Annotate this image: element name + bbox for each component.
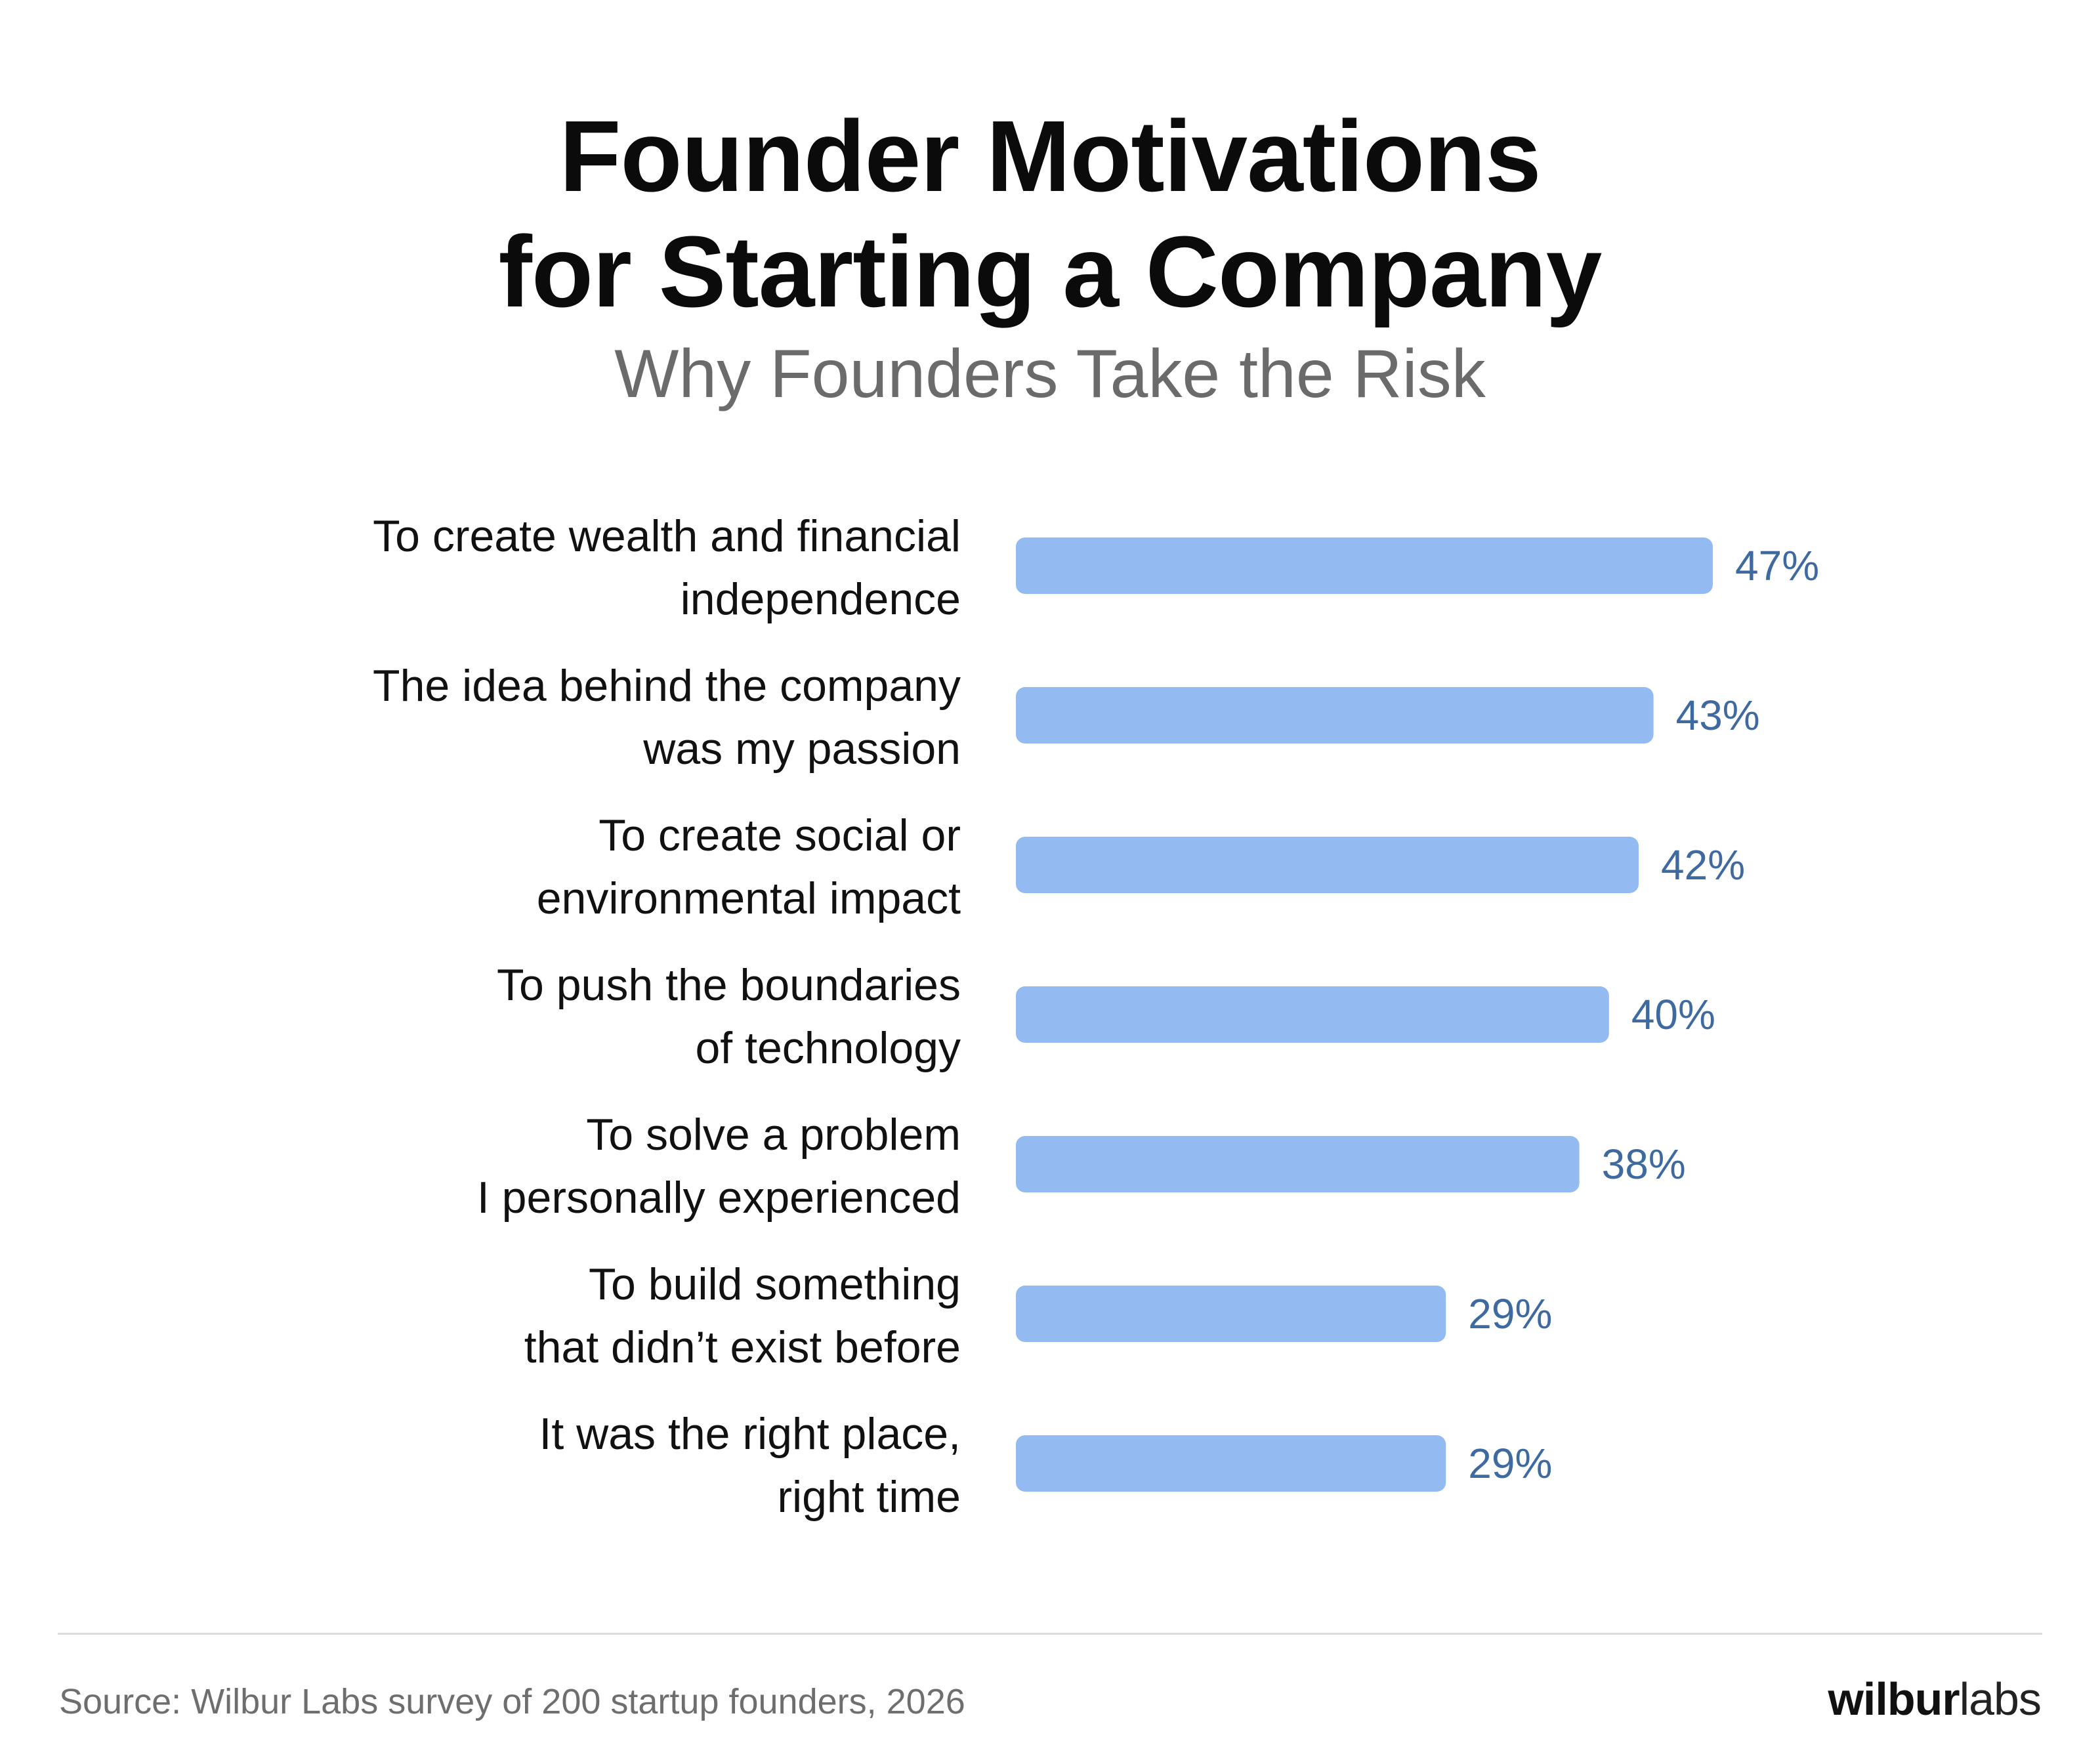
chart-subtitle: Why Founders Take the Risk (614, 336, 1486, 412)
category-label-0-line-1: To create wealth and financial (373, 511, 961, 561)
bar-0 (1016, 537, 1713, 594)
bar-4 (1016, 1136, 1580, 1192)
logo-wilbur: wilbur (1828, 1673, 1960, 1725)
category-label-2-line-1: To create social or (598, 810, 961, 860)
value-label-1: 43% (1676, 692, 1760, 739)
category-label-3-line-2: of technology (695, 1023, 961, 1073)
bar-1 (1016, 687, 1654, 744)
category-label-5-line-2: that didn’t exist before (524, 1322, 961, 1372)
logo-labs: labs (1959, 1673, 2042, 1725)
category-label-1-line-1: The idea behind the company (373, 661, 961, 711)
category-label-2-line-2: environmental impact (537, 873, 961, 923)
chart-title: Founder Motivations for Starting a Compa… (0, 98, 2100, 329)
footer-divider (58, 1633, 2042, 1635)
source-note: Source: Wilbur Labs survey of 200 startu… (59, 1682, 965, 1721)
category-label-6-line-2: right time (777, 1472, 961, 1522)
category-label-1-line-2: was my passion (642, 724, 961, 774)
value-label-2: 42% (1661, 841, 1745, 889)
value-label-0: 47% (1735, 542, 1819, 589)
value-label-6: 29% (1468, 1440, 1552, 1487)
category-label-3-line-1: To push the boundaries (497, 960, 961, 1010)
chart-title-line-2: for Starting a Company (498, 215, 1603, 328)
bar-6 (1016, 1435, 1446, 1492)
chart-title-line-1: Founder Motivations (559, 100, 1541, 213)
value-label-4: 38% (1602, 1141, 1686, 1188)
value-label-3: 40% (1631, 991, 1715, 1038)
category-label-6-line-1: It was the right place, (539, 1409, 961, 1459)
category-label-4-line-1: To solve a problem (586, 1110, 961, 1160)
bar-5 (1016, 1286, 1446, 1342)
category-label-4-line-2: I personally experienced (477, 1173, 961, 1223)
bar-2 (1016, 837, 1639, 893)
bar-3 (1016, 986, 1609, 1043)
value-label-5: 29% (1468, 1290, 1552, 1337)
category-label-5-line-1: To build something (589, 1259, 961, 1309)
wilburlabs-logo: wilburlabs (1828, 1671, 2042, 1727)
category-label-0-line-2: independence (681, 574, 961, 624)
